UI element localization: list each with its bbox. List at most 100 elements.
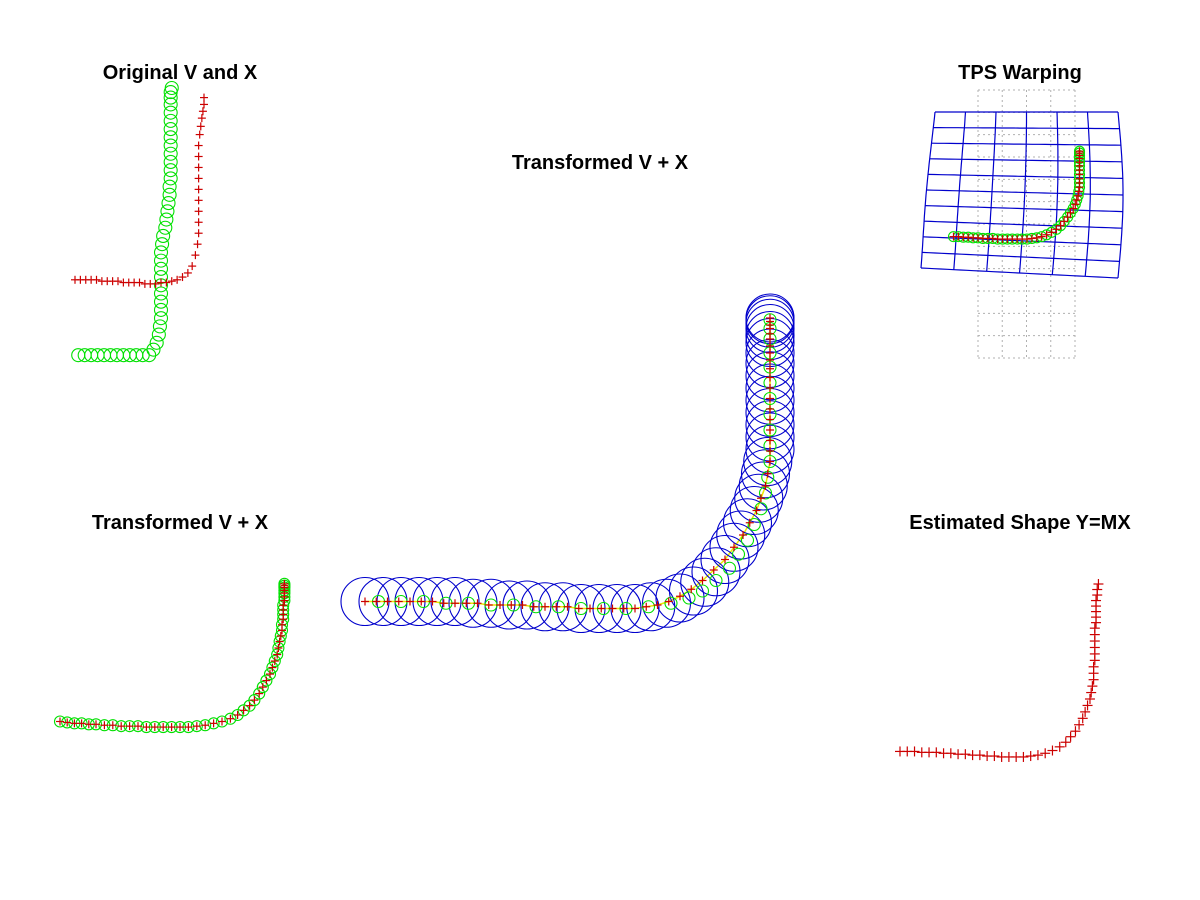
data-point-plus	[1060, 217, 1069, 226]
data-point-plus	[1032, 233, 1041, 242]
data-point-plus	[270, 657, 279, 666]
data-point-plus	[63, 718, 72, 727]
data-point-plus	[709, 566, 718, 574]
data-point-plus	[194, 141, 203, 150]
data-point-plus	[608, 604, 617, 613]
template-point-circle	[709, 573, 723, 588]
template-point-circle	[163, 146, 178, 161]
data-point-plus	[1074, 719, 1085, 730]
data-point-plus	[1037, 232, 1046, 241]
data-point-plus	[664, 597, 673, 606]
data-point-plus	[1047, 745, 1058, 756]
data-point-plus	[134, 722, 142, 731]
data-point-plus	[989, 751, 1000, 762]
panel-title-estimated: Estimated Shape Y=MX	[909, 512, 1131, 534]
data-point-plus	[574, 604, 583, 613]
data-point-plus	[70, 719, 79, 728]
data-point-plus	[1089, 623, 1100, 634]
template-point-circle	[158, 220, 173, 235]
data-point-plus	[1065, 731, 1076, 742]
template-point-circle	[153, 245, 169, 260]
panel-title-transformed: Transformed V + X	[91, 512, 269, 534]
data-point-plus	[117, 722, 126, 731]
data-point-plus	[1052, 225, 1061, 234]
template-point-circle	[1072, 190, 1084, 202]
correspondence-circle	[668, 566, 719, 616]
data-point-plus	[1075, 147, 1084, 156]
data-point-plus	[1087, 681, 1098, 692]
data-point-plus	[945, 748, 956, 759]
data-point-plus	[1074, 191, 1083, 200]
template-point-circle	[199, 719, 212, 732]
panel-original	[71, 80, 208, 363]
data-point-plus	[195, 130, 204, 139]
template-point-circle	[763, 454, 777, 469]
data-point-plus	[92, 275, 101, 284]
data-point-plus	[194, 174, 203, 183]
data-point-plus	[1060, 737, 1071, 748]
data-point-plus	[125, 722, 134, 731]
template-point-circle	[163, 122, 178, 137]
correspondence-circle	[655, 573, 705, 623]
template-point-circle	[664, 596, 678, 610]
data-point-plus	[1040, 748, 1051, 759]
template-point-circle	[268, 654, 281, 668]
template-point-circle	[153, 261, 169, 276]
data-point-plus	[198, 107, 207, 116]
data-point-plus	[192, 722, 201, 731]
data-point-plus	[1092, 584, 1103, 595]
data-point-plus	[1027, 234, 1036, 243]
data-point-plus	[766, 342, 774, 350]
template-point-circle	[164, 80, 179, 96]
template-point-circle	[151, 327, 166, 342]
template-point-circle	[248, 694, 261, 707]
data-point-plus	[757, 494, 765, 503]
data-point-plus	[766, 349, 774, 357]
data-point-plus	[150, 723, 159, 732]
data-point-plus	[1086, 687, 1097, 698]
data-point-plus	[687, 585, 696, 594]
data-point-plus	[250, 696, 259, 705]
template-point-circle	[253, 687, 266, 700]
template-point-circle	[237, 704, 250, 717]
data-point-plus	[745, 518, 754, 527]
data-point-plus	[383, 597, 392, 606]
correspondence-circle	[738, 461, 788, 511]
correspondence-circle	[700, 534, 750, 585]
data-point-plus	[194, 218, 203, 227]
data-point-plus	[178, 273, 187, 282]
data-point-plus	[763, 469, 772, 478]
tps-grid-line	[986, 111, 997, 272]
template-point-circle	[163, 138, 178, 153]
data-point-plus	[266, 670, 274, 679]
data-point-plus	[960, 749, 971, 760]
template-point-circle	[215, 715, 229, 728]
data-point-plus	[752, 506, 761, 515]
data-point-plus	[586, 604, 594, 613]
data-point-plus	[276, 631, 285, 640]
data-point-plus	[766, 436, 774, 445]
data-point-plus	[173, 275, 182, 284]
data-point-plus	[194, 152, 203, 161]
template-point-circle	[153, 294, 169, 309]
template-point-circle	[153, 286, 169, 301]
data-point-plus	[739, 531, 747, 539]
data-point-plus	[766, 405, 774, 413]
data-point-plus	[274, 644, 283, 653]
data-point-plus	[245, 701, 254, 710]
template-point-circle	[152, 319, 167, 334]
data-point-plus	[100, 721, 109, 730]
data-point-plus	[1054, 741, 1065, 752]
correspondence-circle	[729, 485, 779, 536]
correspondence-circle	[641, 578, 692, 628]
data-point-plus	[974, 750, 985, 761]
template-point-circle	[163, 171, 178, 186]
panel-title-center: Transformed V + X	[511, 152, 689, 174]
data-point-plus	[541, 602, 549, 611]
data-point-plus	[56, 717, 64, 726]
data-point-plus	[226, 714, 235, 723]
template-point-circle	[153, 302, 169, 317]
template-point-circle	[163, 163, 178, 178]
template-point-circle	[740, 533, 755, 547]
data-point-plus	[1070, 726, 1081, 737]
